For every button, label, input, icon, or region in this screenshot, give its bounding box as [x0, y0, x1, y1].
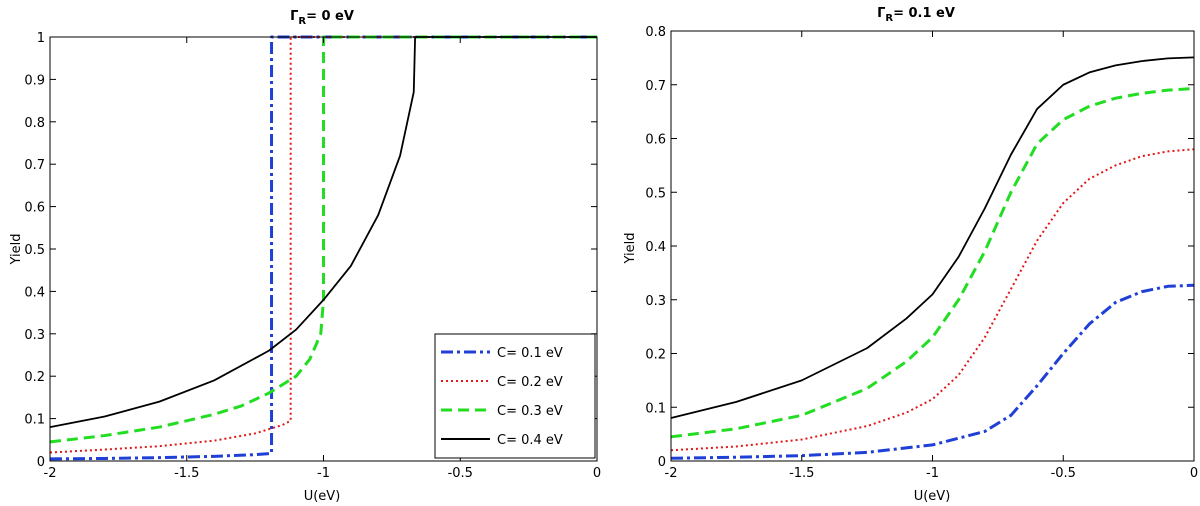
x-axis-label: U(eV) — [304, 489, 341, 504]
legend-label-c01: C= 0.1 eV — [497, 346, 563, 361]
series-line-c-0-3-ev — [670, 87, 1195, 439]
y-tick-label: 0.8 — [645, 25, 666, 40]
series-line-c-0-4-ev — [670, 56, 1195, 419]
chart-title: ΓR= 0 eV — [290, 9, 354, 27]
x-tick-label: -1 — [926, 466, 939, 481]
series-line-c-0-1-ev — [670, 283, 1195, 460]
series-line-c-0-4-ev — [49, 36, 597, 428]
y-tick-label: 0.1 — [645, 401, 666, 416]
y-tick-label: 0 — [37, 455, 45, 470]
legend: C= 0.1 eV C= 0.2 eV C= 0.3 eV C= 0.4 eV — [434, 333, 596, 459]
x-axis-label: U(eV) — [914, 489, 951, 504]
y-tick-label: 0.2 — [645, 348, 666, 363]
panel-left: ΓR= 0 eV U(eV) Yield -2 -1.5 -1 -0.5 0 0 0.1 0.… — [9, 9, 601, 504]
y-tick-label: 0.5 — [645, 186, 666, 201]
y-tick-label: 0.5 — [24, 243, 45, 258]
y-tick-label: 0.8 — [24, 116, 45, 131]
plot-frame — [670, 30, 1195, 462]
legend-label-c02: C= 0.2 eV — [497, 375, 563, 390]
chart-title: ΓR= 0.1 eV — [877, 6, 955, 24]
y-tick-label: 1 — [37, 31, 45, 46]
y-tick-label: 0.4 — [645, 240, 666, 255]
x-tick-label: 0 — [1190, 466, 1198, 481]
y-axis-label: Yield — [623, 233, 638, 265]
x-tick-label: -0.5 — [1051, 466, 1076, 481]
y-tick-label: 0.6 — [24, 201, 45, 216]
x-tick-label: -2 — [44, 466, 57, 481]
y-tick-label: 0.6 — [645, 133, 666, 148]
y-tick-label: 0.1 — [24, 413, 45, 428]
y-tick-label: 0.4 — [24, 285, 45, 300]
y-tick-label: 0 — [658, 455, 666, 470]
legend-box — [434, 333, 596, 459]
series-line-c-0-1-ev — [49, 35, 597, 461]
y-tick-label: 0.9 — [24, 73, 45, 88]
series-line-c-0-2-ev — [670, 148, 1195, 452]
y-tick-label: 0.2 — [24, 370, 45, 385]
y-tick-label: 0.3 — [24, 328, 45, 343]
x-tick-label: -0.5 — [448, 466, 473, 481]
x-tick-label: -1.5 — [174, 466, 199, 481]
y-tick-label: 0.7 — [24, 158, 45, 173]
y-tick-label: 0.3 — [645, 294, 666, 309]
legend-label-c03: C= 0.3 eV — [497, 404, 563, 419]
panel-right: ΓR= 0.1 eV U(eV) Yield -2 -1.5 -1 -0.5 0 0 0.1… — [623, 6, 1198, 504]
legend-label-c04: C= 0.4 eV — [497, 433, 563, 448]
x-tick-label: -2 — [665, 466, 678, 481]
y-axis-label: Yield — [9, 234, 24, 266]
x-tick-label: -1 — [317, 466, 330, 481]
x-tick-label: 0 — [593, 466, 601, 481]
y-tick-label: 0.7 — [645, 79, 666, 94]
x-tick-label: -1.5 — [789, 466, 814, 481]
